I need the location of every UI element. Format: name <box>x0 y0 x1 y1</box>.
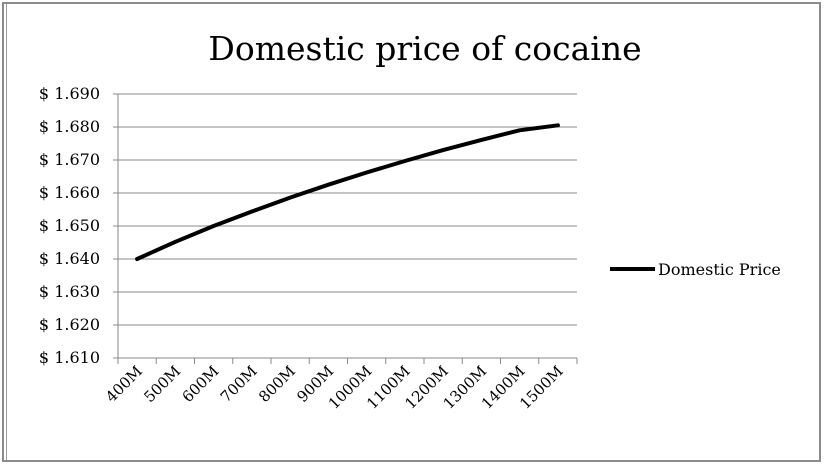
y-tick-label-7: $ 1.680 <box>39 117 100 136</box>
series-line-domestic-price <box>135 123 560 261</box>
y-tick-label-8: $ 1.690 <box>39 84 100 103</box>
x-tick-label-800M: 800M <box>255 362 299 406</box>
y-tick-label-4: $ 1.650 <box>39 216 100 235</box>
series-group <box>135 123 560 261</box>
axes <box>113 93 578 364</box>
x-tick-label-700M: 700M <box>217 362 261 406</box>
y-tick-label-0: $ 1.610 <box>39 348 100 367</box>
y-tick-label-3: $ 1.640 <box>39 249 100 268</box>
y-tick-label-6: $ 1.670 <box>39 150 100 169</box>
x-tick-label-400M: 400M <box>102 362 146 406</box>
gridlines <box>118 93 577 326</box>
legend-label-domestic-price: Domestic Price <box>658 260 781 279</box>
x-tick-label-500M: 500M <box>140 362 184 406</box>
chart-title: Domestic price of cocaine <box>208 29 641 68</box>
chart-frame <box>2 2 821 462</box>
frame-inner-edge <box>6 4 7 460</box>
x-tick-label-600M: 600M <box>179 362 223 406</box>
x-tick-labels: 400M500M600M700M800M900M1000M1100M1200M1… <box>102 362 567 413</box>
y-tick-label-1: $ 1.620 <box>39 315 100 334</box>
y-tick-label-5: $ 1.660 <box>39 183 100 202</box>
x-tick-label-1500M: 1500M <box>516 362 567 413</box>
legend: Domestic Price <box>610 260 781 279</box>
y-tick-labels: $ 1.610 $ 1.620 $ 1.630 $ 1.640 $ 1.650 $ 1.6… <box>39 84 100 367</box>
y-tick-label-2: $ 1.630 <box>39 282 100 301</box>
